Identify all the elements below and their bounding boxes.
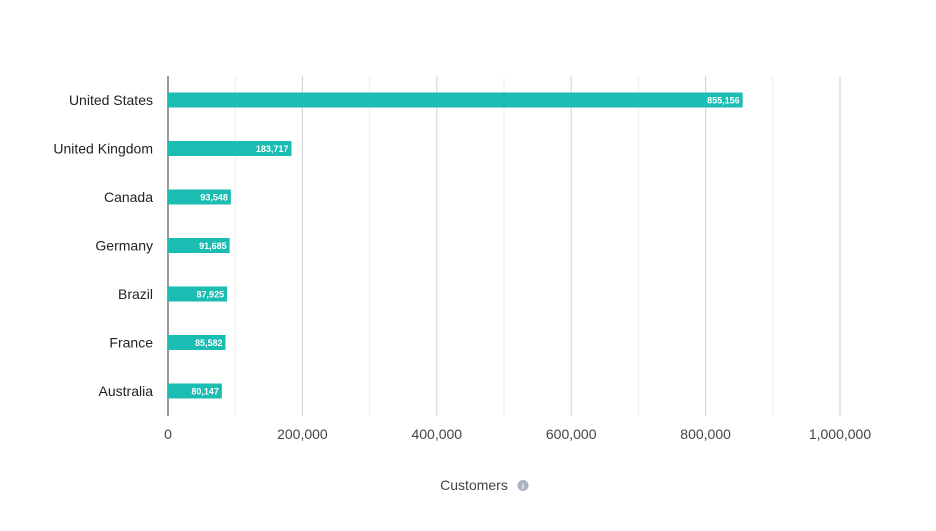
x-tick-label: 600,000 [546, 426, 597, 442]
bars: 855,156 183,717 93,548 91,685 87,925 85,582 80… [168, 92, 743, 399]
info-icon[interactable]: i [517, 480, 529, 491]
x-tick-label: 0 [164, 426, 172, 442]
category-label: Brazil [118, 286, 153, 302]
gridlines [234, 76, 841, 416]
bar[interactable] [168, 238, 230, 253]
x-tick-label: 1,000,000 [809, 426, 871, 442]
data-label: 87,925 [197, 290, 225, 300]
x-tick-label: 400,000 [411, 426, 462, 442]
data-label: 85,582 [195, 338, 223, 348]
data-label: 91,685 [199, 241, 227, 251]
x-tick-label: 800,000 [680, 426, 731, 442]
bar[interactable] [168, 286, 228, 302]
category-label: United States [69, 92, 153, 108]
bar[interactable] [168, 335, 226, 350]
category-label: Canada [104, 189, 153, 205]
bar[interactable] [168, 383, 222, 399]
data-label: 93,548 [200, 193, 228, 203]
bar[interactable] [168, 92, 743, 108]
data-label: 855,156 [707, 96, 740, 106]
category-label: United Kingdom [53, 141, 153, 157]
category-label: Germany [95, 238, 153, 254]
category-label: France [109, 335, 153, 351]
data-label: 183,717 [256, 144, 289, 154]
bar[interactable] [168, 189, 231, 205]
data-label: 80,147 [191, 387, 219, 397]
x-tick-label: 200,000 [277, 426, 328, 442]
svg-text:i: i [522, 482, 524, 491]
category-label: Australia [99, 383, 154, 399]
bar[interactable] [168, 141, 292, 156]
x-axis-title: Customers [440, 477, 508, 493]
